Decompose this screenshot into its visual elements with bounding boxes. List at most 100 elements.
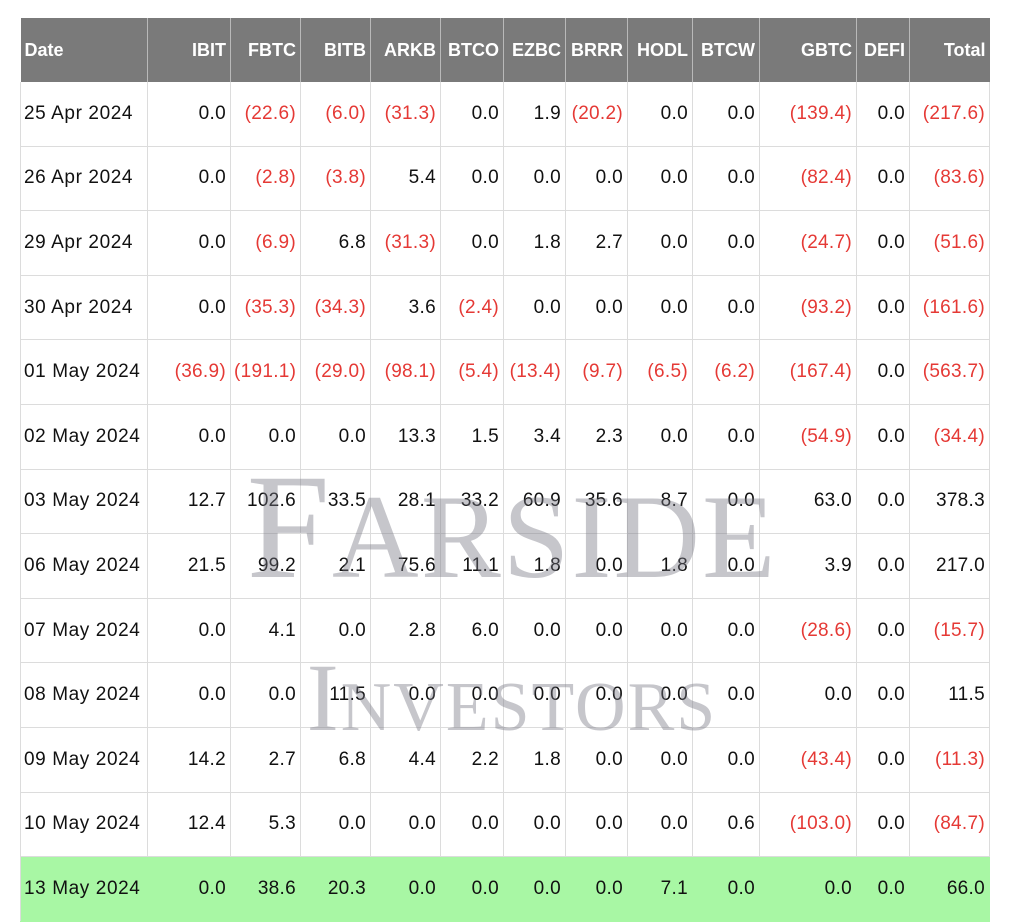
cell-brrr: 0.0 (565, 727, 628, 793)
cell-ezbc: 60.9 (503, 469, 566, 535)
cell-fbtc: 99.2 (230, 533, 301, 599)
cell-defi: 0.0 (856, 82, 910, 147)
cell-total: (84.7) (909, 792, 990, 858)
cell-ezbc: 1.8 (503, 210, 566, 276)
cell-btcw: (6.2) (692, 339, 760, 405)
cell-ibit: 14.2 (147, 727, 231, 793)
cell-ezbc: 1.8 (503, 533, 566, 599)
cell-btcw: 0.6 (692, 792, 760, 858)
cell-ezbc: 1.9 (503, 82, 566, 147)
cell-arkb: 5.4 (370, 146, 441, 212)
cell-arkb: 0.0 (370, 662, 441, 728)
cell-hodl: (6.5) (627, 339, 693, 405)
cell-fbtc: 0.0 (230, 662, 301, 728)
cell-defi: 0.0 (856, 856, 910, 922)
cell-btco: 0.0 (440, 146, 504, 212)
cell-defi: 0.0 (856, 727, 910, 793)
cell-ezbc: 3.4 (503, 404, 566, 470)
cell-bitb: 33.5 (300, 469, 371, 535)
cell-defi: 0.0 (856, 404, 910, 470)
cell-total: 11.5 (909, 662, 990, 728)
cell-fbtc: (191.1) (230, 339, 301, 405)
column-header-fbtc: FBTC (230, 18, 301, 82)
date-cell: 08 May 2024 (20, 662, 148, 728)
cell-brrr: (20.2) (565, 82, 628, 147)
cell-gbtc: 0.0 (759, 856, 857, 922)
cell-fbtc: 0.0 (230, 404, 301, 470)
cell-bitb: 0.0 (300, 404, 371, 470)
table-row: 30 Apr 2024 0.0 (35.3) (34.3) 3.6 (2.4) 0.0 0.0… (20, 275, 990, 341)
cell-gbtc: (43.4) (759, 727, 857, 793)
date-cell: 09 May 2024 (20, 727, 148, 793)
cell-brrr: 0.0 (565, 275, 628, 341)
cell-total: (83.6) (909, 146, 990, 212)
cell-brrr: 0.0 (565, 856, 628, 922)
cell-total: (563.7) (909, 339, 990, 405)
cell-total: (34.4) (909, 404, 990, 470)
cell-btcw: 0.0 (692, 662, 760, 728)
cell-brrr: 2.7 (565, 210, 628, 276)
cell-bitb: 2.1 (300, 533, 371, 599)
table-row: 25 Apr 2024 0.0 (22.6) (6.0) (31.3) 0.0 1.9 (20… (20, 82, 990, 147)
cell-total: (51.6) (909, 210, 990, 276)
cell-ibit: 21.5 (147, 533, 231, 599)
cell-fbtc: (6.9) (230, 210, 301, 276)
cell-fbtc: 102.6 (230, 469, 301, 535)
cell-defi: 0.0 (856, 662, 910, 728)
cell-ezbc: 0.0 (503, 146, 566, 212)
cell-btco: 1.5 (440, 404, 504, 470)
cell-gbtc: (24.7) (759, 210, 857, 276)
column-header-hodl: HODL (627, 18, 693, 82)
cell-btco: 0.0 (440, 210, 504, 276)
cell-total: 378.3 (909, 469, 990, 535)
cell-bitb: 6.8 (300, 727, 371, 793)
date-cell: 02 May 2024 (20, 404, 148, 470)
table-row: 02 May 2024 0.0 0.0 0.0 13.3 1.5 3.4 2.3 0.0 0.0(… (20, 404, 990, 470)
date-cell: 03 May 2024 (20, 469, 148, 535)
cell-btcw: 0.0 (692, 533, 760, 599)
cell-arkb: 28.1 (370, 469, 441, 535)
cell-ezbc: 0.0 (503, 856, 566, 922)
cell-brrr: 0.0 (565, 146, 628, 212)
column-header-gbtc: GBTC (759, 18, 857, 82)
cell-arkb: 13.3 (370, 404, 441, 470)
cell-arkb: 3.6 (370, 275, 441, 341)
cell-btco: 0.0 (440, 82, 504, 147)
cell-ibit: 0.0 (147, 82, 231, 147)
cell-fbtc: (22.6) (230, 82, 301, 147)
cell-bitb: 6.8 (300, 210, 371, 276)
cell-btcw: 0.0 (692, 146, 760, 212)
cell-defi: 0.0 (856, 533, 910, 599)
cell-ibit: (36.9) (147, 339, 231, 405)
cell-fbtc: 38.6 (230, 856, 301, 922)
cell-arkb: 75.6 (370, 533, 441, 599)
date-cell: 30 Apr 2024 (20, 275, 148, 341)
cell-brrr: 0.0 (565, 598, 628, 664)
cell-brrr: 0.0 (565, 662, 628, 728)
cell-gbtc: 0.0 (759, 662, 857, 728)
cell-btco: 33.2 (440, 469, 504, 535)
column-header-ibit: IBIT (147, 18, 231, 82)
cell-btcw: 0.0 (692, 210, 760, 276)
column-header-total: Total (909, 18, 990, 82)
column-header-ezbc: EZBC (503, 18, 566, 82)
cell-defi: 0.0 (856, 275, 910, 341)
cell-ibit: 0.0 (147, 856, 231, 922)
cell-defi: 0.0 (856, 210, 910, 276)
cell-hodl: 0.0 (627, 404, 693, 470)
cell-fbtc: 2.7 (230, 727, 301, 793)
cell-arkb: 0.0 (370, 792, 441, 858)
date-cell: 25 Apr 2024 (20, 82, 148, 147)
column-header-brrr: BRRR (565, 18, 628, 82)
cell-fbtc: (35.3) (230, 275, 301, 341)
cell-btcw: 0.0 (692, 82, 760, 147)
cell-brrr: 0.0 (565, 533, 628, 599)
column-header-btcw: BTCW (692, 18, 760, 82)
table-header-row: Date IBIT FBTC BITB ARKB BTCO EZBC BRRR HODL BTCW… (20, 18, 990, 82)
column-header-arkb: ARKB (370, 18, 441, 82)
cell-arkb: (31.3) (370, 82, 441, 147)
cell-ezbc: 0.0 (503, 598, 566, 664)
cell-ezbc: 1.8 (503, 727, 566, 793)
cell-total: (15.7) (909, 598, 990, 664)
cell-btcw: 0.0 (692, 275, 760, 341)
